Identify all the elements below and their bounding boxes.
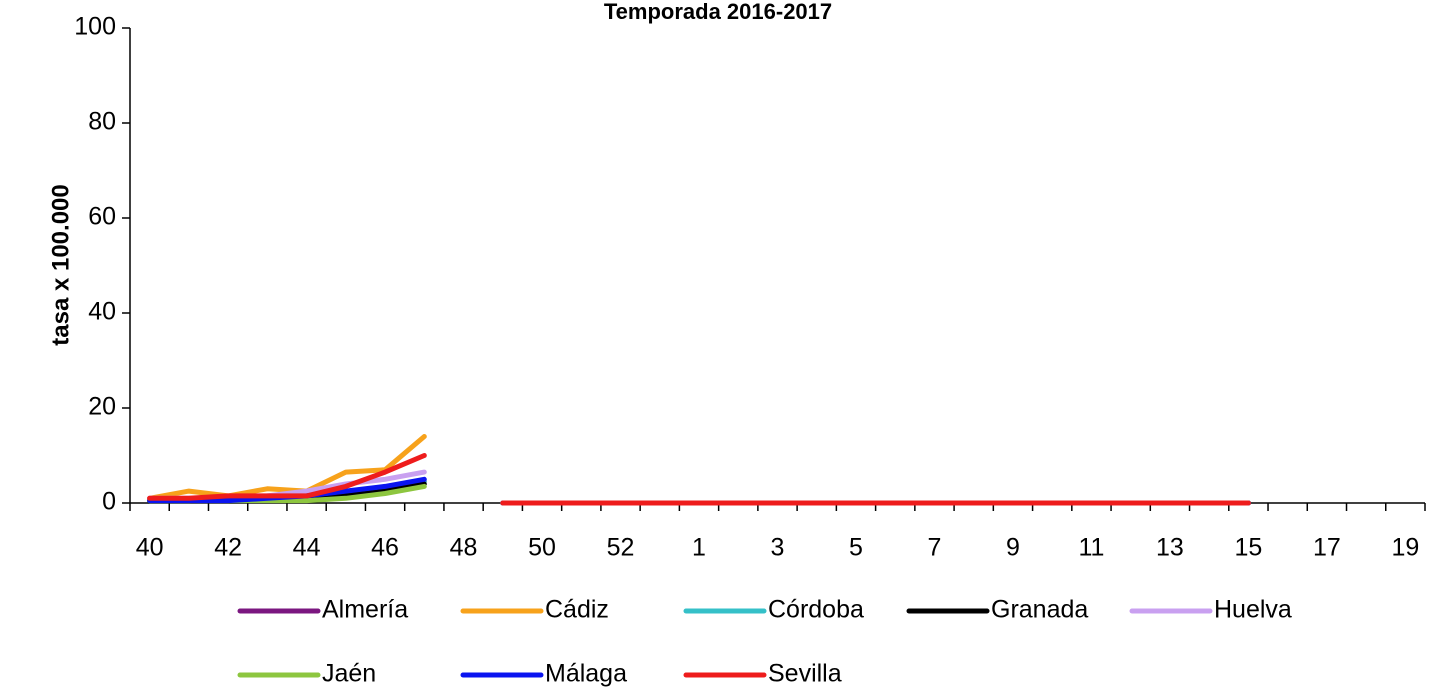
- x-tick-label: 5: [849, 534, 863, 562]
- legend-label: Almería: [322, 596, 408, 624]
- x-tick-label: 46: [371, 534, 399, 562]
- x-tick-label: 13: [1156, 534, 1184, 562]
- y-tick-label: 100: [74, 13, 116, 41]
- x-tick-label: 11: [1078, 534, 1104, 562]
- legend-label: Jaén: [322, 660, 376, 688]
- legend-label: Huelva: [1214, 596, 1292, 624]
- x-tick-label: 9: [1006, 534, 1020, 562]
- y-tick-label: 0: [102, 488, 116, 516]
- x-tick-label: 17: [1313, 534, 1341, 562]
- legend-label: Granada: [991, 596, 1088, 624]
- legend-label: Málaga: [545, 660, 627, 688]
- x-tick-label: 52: [607, 534, 635, 562]
- x-tick-label: 3: [771, 534, 785, 562]
- y-tick-label: 40: [88, 298, 116, 326]
- x-tick-label: 48: [450, 534, 478, 562]
- legend-label: Sevilla: [768, 660, 842, 688]
- series-line: [147, 453, 1251, 506]
- y-tick-label: 80: [88, 108, 116, 136]
- chart-title: Temporada 2016-2017: [604, 0, 832, 24]
- legend-label: Córdoba: [768, 596, 864, 624]
- x-tick-label: 7: [928, 534, 942, 562]
- x-tick-label: 19: [1391, 534, 1419, 562]
- x-tick-label: 42: [214, 534, 242, 562]
- x-tick-label: 44: [293, 534, 321, 562]
- legend-label: Cádiz: [545, 596, 609, 624]
- x-tick-label: 15: [1235, 534, 1263, 562]
- x-tick-label: 1: [692, 534, 706, 562]
- y-tick-label: 60: [88, 203, 116, 231]
- x-tick-label: 40: [136, 534, 164, 562]
- y-axis-label: tasa x 100.000: [47, 184, 74, 345]
- y-tick-label: 20: [88, 393, 116, 421]
- x-tick-label: 50: [528, 534, 556, 562]
